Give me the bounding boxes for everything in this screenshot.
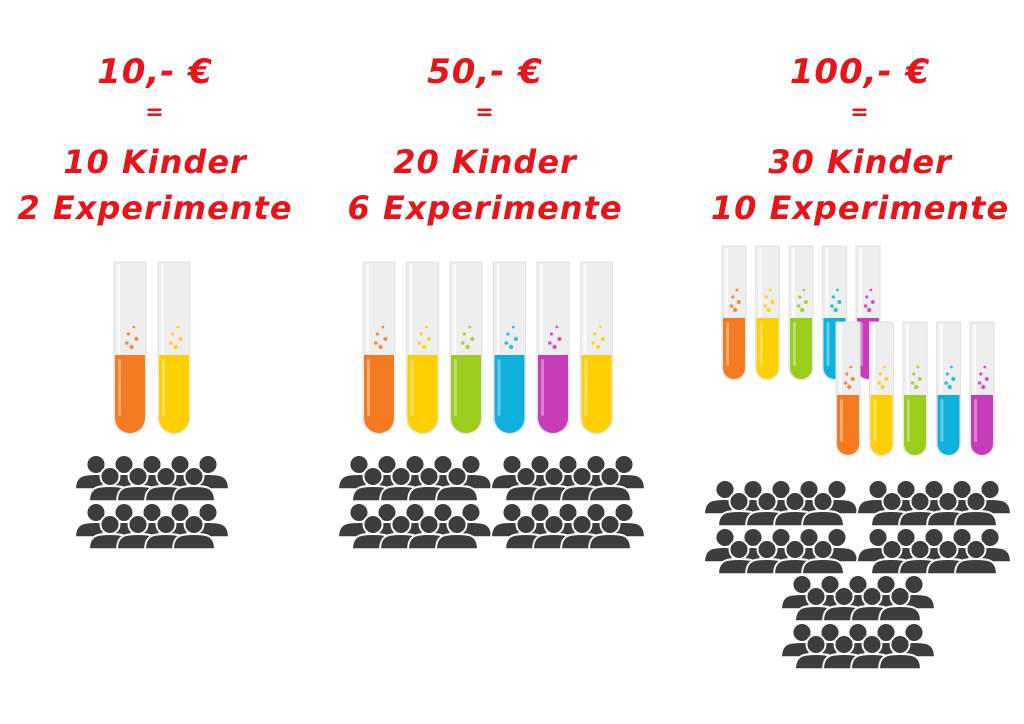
kids-count: 20 Kinder — [393, 143, 577, 181]
people-group-icon — [74, 454, 230, 551]
test-tube-icon — [869, 321, 894, 457]
tier-100-euro: 100,- € = 30 Kinder 10 Experimente — [700, 0, 1020, 724]
test-tube-icon — [362, 261, 396, 435]
experiments-count: 2 Experimente — [17, 189, 293, 227]
people-group-icon — [337, 454, 493, 551]
experiments-count: 6 Experimente — [347, 189, 623, 227]
price-label: 50,- € — [427, 52, 543, 92]
experiments-count: 10 Experimente — [710, 189, 1010, 227]
test-tube-icon — [406, 261, 439, 435]
price-label: 10,- € — [97, 52, 213, 92]
kids-count: 10 Kinder — [63, 143, 247, 181]
price-label: 100,- € — [789, 52, 931, 92]
test-tube-icon — [936, 321, 961, 457]
equals-sign: = — [850, 100, 870, 125]
test-tube-icon — [449, 261, 483, 435]
test-tube-icon — [157, 261, 191, 435]
test-tube-icon — [969, 321, 995, 457]
tier-50-euro: 50,- € = 20 Kinder 6 Experimente — [330, 0, 640, 724]
people-group-icon — [856, 479, 1012, 576]
test-tube-icon — [755, 245, 780, 381]
kids-count: 30 Kinder — [768, 143, 952, 181]
people-group-icon — [703, 479, 859, 576]
test-tube-icon — [835, 321, 861, 457]
test-tube-icon — [902, 321, 928, 457]
test-tube-icon — [493, 261, 526, 435]
people-group-icon — [780, 574, 936, 671]
test-tube-icon — [721, 245, 747, 381]
test-tube-icon — [580, 261, 613, 435]
people-group-icon — [490, 454, 646, 551]
equals-sign: = — [475, 100, 495, 125]
test-tube-icon — [788, 245, 814, 381]
equals-sign: = — [145, 100, 165, 125]
tier-10-euro: 10,- € = 10 Kinder 2 Experimente — [0, 0, 310, 724]
test-tube-icon — [536, 261, 570, 435]
test-tube-icon — [113, 261, 147, 435]
